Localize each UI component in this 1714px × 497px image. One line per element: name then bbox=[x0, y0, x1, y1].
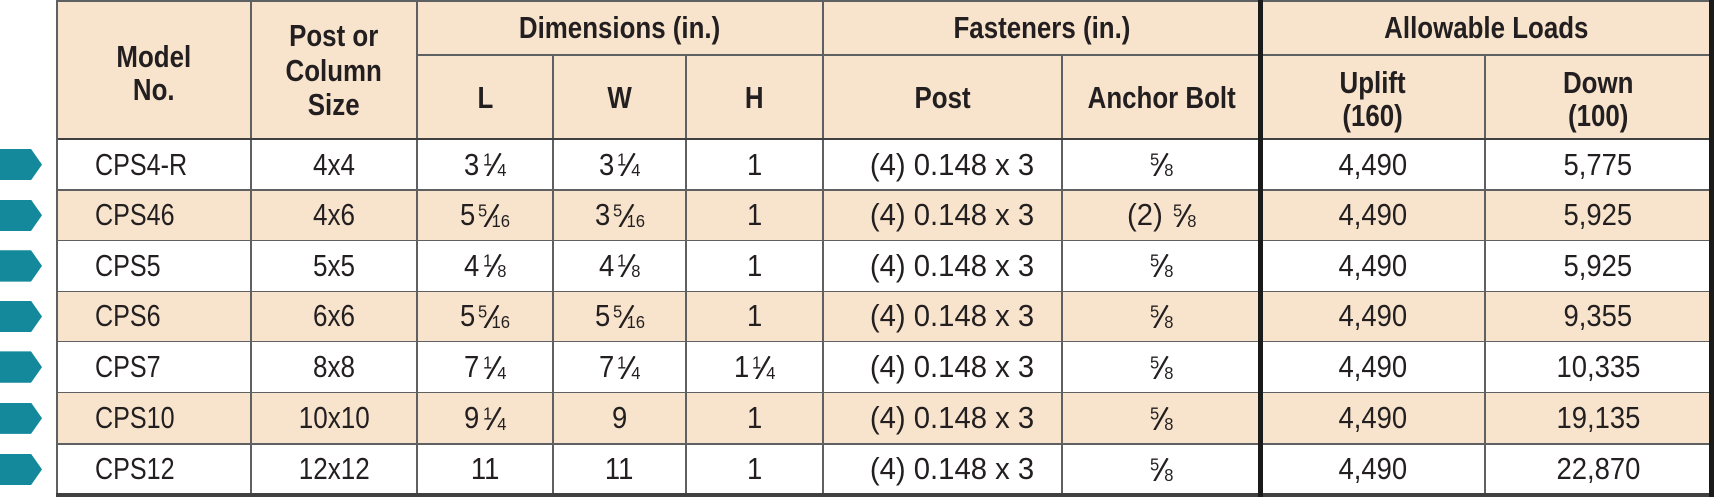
svg-text:8: 8 bbox=[1164, 160, 1173, 176]
svg-text:4: 4 bbox=[631, 362, 640, 378]
svg-text:5: 5 bbox=[1150, 153, 1159, 169]
svg-text:16: 16 bbox=[492, 211, 511, 227]
svg-text:8: 8 bbox=[1187, 211, 1196, 227]
svg-text:8: 8 bbox=[631, 261, 640, 277]
svg-text:4: 4 bbox=[766, 362, 775, 378]
svg-text:1: 1 bbox=[483, 407, 492, 423]
svg-text:5: 5 bbox=[1150, 254, 1159, 270]
svg-text:4: 4 bbox=[631, 160, 640, 176]
svg-text:5: 5 bbox=[1150, 305, 1159, 321]
svg-text:5: 5 bbox=[1150, 407, 1159, 423]
svg-text:8: 8 bbox=[1164, 362, 1173, 378]
svg-text:5: 5 bbox=[478, 305, 487, 321]
svg-text:1: 1 bbox=[483, 153, 492, 169]
svg-text:5: 5 bbox=[613, 204, 622, 220]
svg-text:8: 8 bbox=[1164, 414, 1173, 430]
svg-text:1: 1 bbox=[483, 356, 492, 372]
svg-text:16: 16 bbox=[492, 312, 511, 328]
svg-text:1: 1 bbox=[617, 356, 626, 372]
svg-text:8: 8 bbox=[1164, 312, 1173, 328]
svg-text:5: 5 bbox=[478, 204, 487, 220]
svg-text:8: 8 bbox=[1164, 261, 1173, 277]
svg-text:5: 5 bbox=[1150, 458, 1159, 474]
svg-text:8: 8 bbox=[497, 261, 506, 277]
svg-text:16: 16 bbox=[626, 312, 645, 328]
svg-text:1: 1 bbox=[617, 254, 626, 270]
svg-text:8: 8 bbox=[1164, 465, 1173, 481]
svg-text:5: 5 bbox=[613, 305, 622, 321]
svg-text:5: 5 bbox=[1173, 204, 1182, 220]
svg-text:16: 16 bbox=[626, 211, 645, 227]
svg-text:4: 4 bbox=[497, 160, 506, 176]
svg-text:1: 1 bbox=[617, 153, 626, 169]
svg-text:1: 1 bbox=[483, 254, 492, 270]
svg-text:4: 4 bbox=[497, 362, 506, 378]
svg-text:1: 1 bbox=[752, 356, 761, 372]
svg-text:4: 4 bbox=[497, 414, 506, 430]
svg-text:5: 5 bbox=[1150, 356, 1159, 372]
